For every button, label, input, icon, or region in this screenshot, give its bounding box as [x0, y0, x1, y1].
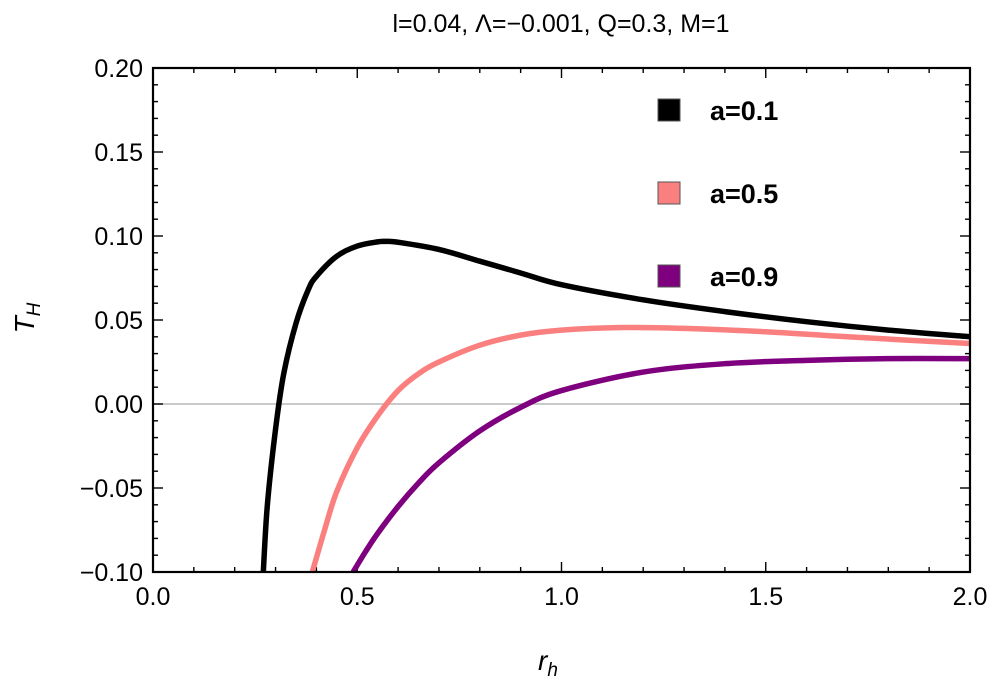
legend-label-2: a=0.5: [710, 179, 778, 209]
axis-ticks: [152, 67, 971, 573]
x-tick-label: 0.0: [136, 583, 171, 611]
legend: a=0.1 a=0.5 a=0.9: [657, 96, 778, 292]
series-line-2: [309, 324, 970, 572]
y-axis-title-sub: H: [24, 302, 45, 316]
x-axis-title-base: r: [538, 645, 549, 676]
legend-swatch-3: [657, 264, 681, 288]
y-tick-label: 0.20: [94, 55, 143, 83]
x-tick-label: 1.0: [544, 583, 579, 611]
x-tick-label: 0.5: [340, 583, 375, 611]
y-tick-label: 0.15: [94, 139, 143, 167]
y-tick-label: 0.00: [94, 391, 143, 419]
y-axis-title: TH: [9, 302, 45, 333]
y-axis-title-base: T: [9, 314, 40, 333]
legend-label-3: a=0.9: [710, 262, 778, 292]
x-axis-title-sub: h: [547, 660, 558, 679]
plot-frame: [151, 66, 972, 574]
x-tick-label: 1.5: [748, 583, 783, 611]
y-tick-label: −0.05: [80, 475, 143, 503]
x-axis-title: rh: [538, 645, 558, 679]
legend-label-1: a=0.1: [710, 96, 778, 126]
series-lines: [260, 238, 970, 572]
legend-swatch-1: [657, 98, 681, 122]
y-tick-label: 0.05: [94, 307, 143, 335]
legend-swatch-2: [657, 181, 681, 205]
chart-title: l=0.04, Λ=−0.001, Q=0.3, M=1: [392, 10, 729, 38]
series-line-3: [350, 355, 970, 572]
x-tick-label: 2.0: [953, 583, 988, 611]
series-line-1: [260, 238, 970, 572]
y-tick-label: −0.10: [80, 559, 143, 587]
y-tick-label: 0.10: [94, 223, 143, 251]
tick-labels: 0.0 0.5 1.0 1.5 2.0 −0.10 −0.05 0.00 0.05 0.10 0.1…: [80, 55, 988, 611]
